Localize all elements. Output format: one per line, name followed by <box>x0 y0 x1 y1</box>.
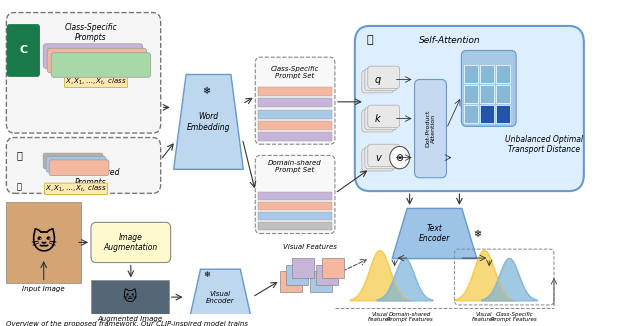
FancyBboxPatch shape <box>368 144 399 167</box>
FancyBboxPatch shape <box>362 110 394 132</box>
Text: ❄: ❄ <box>473 229 481 239</box>
Text: $X, X_1, \ldots, X_t$, class: $X, X_1, \ldots, X_t$, class <box>45 184 107 194</box>
Text: Domain-shared
Prompts: Domain-shared Prompts <box>61 168 120 187</box>
Bar <box>465 65 478 83</box>
Bar <box>322 258 344 278</box>
Text: C: C <box>19 46 28 55</box>
Text: Domain-shared
Prompt Set: Domain-shared Prompt Set <box>268 160 322 173</box>
Text: Self-Attention: Self-Attention <box>419 36 480 45</box>
Text: Text
Encoder: Text Encoder <box>419 224 450 243</box>
Text: Image
Augmentation: Image Augmentation <box>104 233 158 252</box>
Text: Visual
Encoder: Visual Encoder <box>206 290 235 304</box>
FancyBboxPatch shape <box>365 68 397 91</box>
Text: 🐱: 🐱 <box>123 290 137 304</box>
Text: Overview of the proposed framework. Our CLIP-inspired model trains: Overview of the proposed framework. Our … <box>6 321 248 326</box>
FancyBboxPatch shape <box>44 153 103 169</box>
Bar <box>259 121 332 130</box>
FancyBboxPatch shape <box>362 70 394 93</box>
Text: Visual
Features: Visual Features <box>368 312 392 322</box>
FancyBboxPatch shape <box>255 156 335 233</box>
FancyBboxPatch shape <box>368 105 399 127</box>
Bar <box>480 105 494 123</box>
FancyBboxPatch shape <box>365 107 397 130</box>
Bar <box>465 85 478 103</box>
Bar <box>465 105 478 123</box>
Bar <box>286 265 308 285</box>
Text: 🔥: 🔥 <box>17 182 22 191</box>
Text: Class-Specific
Prompts: Class-Specific Prompts <box>65 23 117 42</box>
Text: Unbalanced Optimal
Transport Distance: Unbalanced Optimal Transport Distance <box>505 135 583 154</box>
Bar <box>310 272 332 291</box>
FancyBboxPatch shape <box>91 222 171 262</box>
Bar <box>316 265 338 285</box>
FancyBboxPatch shape <box>46 156 106 172</box>
Text: ⊗: ⊗ <box>396 153 404 163</box>
Text: Domain-shared
Prompt Features: Domain-shared Prompt Features <box>387 312 433 322</box>
Bar <box>259 132 332 141</box>
Text: $X, X_1, \ldots, X_t$, class: $X, X_1, \ldots, X_t$, class <box>65 77 127 87</box>
FancyBboxPatch shape <box>47 48 147 73</box>
Bar <box>496 65 510 83</box>
Bar <box>280 272 302 291</box>
FancyBboxPatch shape <box>6 202 81 283</box>
FancyBboxPatch shape <box>49 160 109 175</box>
Bar <box>259 110 332 119</box>
Bar <box>259 222 332 230</box>
Bar <box>292 258 314 278</box>
Text: q: q <box>374 75 381 84</box>
FancyBboxPatch shape <box>6 138 161 193</box>
Polygon shape <box>188 269 253 325</box>
Bar <box>259 87 332 96</box>
Text: 🔥: 🔥 <box>367 36 373 45</box>
Text: 🐱: 🐱 <box>31 230 57 254</box>
Polygon shape <box>392 208 477 259</box>
Text: Visual Features: Visual Features <box>283 244 337 250</box>
Text: Input Image: Input Image <box>22 286 65 292</box>
Bar <box>480 85 494 103</box>
FancyBboxPatch shape <box>415 80 447 178</box>
FancyBboxPatch shape <box>91 280 169 314</box>
FancyBboxPatch shape <box>355 26 584 191</box>
Circle shape <box>390 146 410 169</box>
Bar <box>259 98 332 107</box>
Text: ❄: ❄ <box>202 86 211 96</box>
Bar <box>496 85 510 103</box>
FancyBboxPatch shape <box>365 146 397 169</box>
FancyBboxPatch shape <box>6 12 161 133</box>
Text: Class-Specific
Prompt Features: Class-Specific Prompt Features <box>492 312 537 322</box>
Text: v: v <box>375 153 381 163</box>
Bar <box>259 192 332 200</box>
FancyBboxPatch shape <box>255 57 335 144</box>
Text: Augmented Image: Augmented Image <box>97 316 163 322</box>
Text: k: k <box>375 113 381 124</box>
Text: Class-Specific
Prompt Set: Class-Specific Prompt Set <box>271 66 319 79</box>
Text: 🔥: 🔥 <box>17 150 22 160</box>
FancyBboxPatch shape <box>461 51 516 126</box>
Text: Word
Embedding: Word Embedding <box>187 112 230 132</box>
Text: ❄: ❄ <box>203 270 210 279</box>
Bar <box>259 202 332 210</box>
FancyBboxPatch shape <box>368 66 399 88</box>
FancyBboxPatch shape <box>44 44 143 68</box>
FancyBboxPatch shape <box>8 25 39 76</box>
Bar <box>496 105 510 123</box>
FancyBboxPatch shape <box>51 53 151 77</box>
Text: Dot-Product
Attention: Dot-Product Attention <box>425 110 436 147</box>
Text: Visual
Features: Visual Features <box>472 312 496 322</box>
Bar <box>480 65 494 83</box>
Bar <box>259 212 332 220</box>
Polygon shape <box>173 74 243 169</box>
FancyBboxPatch shape <box>362 149 394 171</box>
